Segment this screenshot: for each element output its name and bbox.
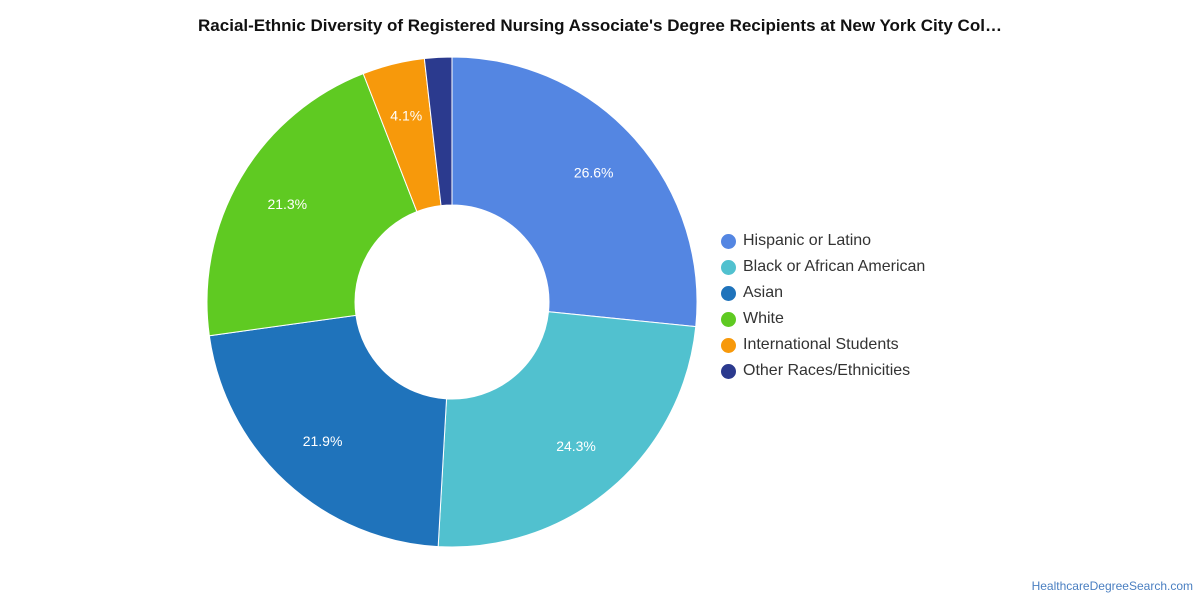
legend-item-white[interactable]: White	[721, 306, 925, 332]
legend-swatch-white	[721, 311, 736, 327]
slice-other-races-ethnicities[interactable]	[423, 56, 453, 207]
legend-item-black-or-african-american[interactable]: Black or African American	[721, 254, 925, 280]
legend-item-hispanic-or-latino[interactable]: Hispanic or Latino	[721, 228, 925, 254]
legend-item-other-races-ethnicities[interactable]: Other Races/Ethnicities	[721, 358, 925, 384]
slice-label-hispanic-or-latino: 26.6%	[574, 165, 614, 181]
legend-item-asian[interactable]: Asian	[721, 280, 925, 306]
slice-black-or-african-american[interactable]	[437, 311, 697, 548]
legend-swatch-black-or-african-american	[721, 259, 736, 275]
slice-hispanic-or-latino[interactable]	[451, 56, 698, 328]
slice-label-black-or-african-american: 24.3%	[556, 438, 596, 454]
legend-label-black-or-african-american: Black or African American	[743, 258, 926, 275]
chart-legend: Hispanic or Latino Black or African Ameri…	[721, 228, 925, 384]
legend-label-international-students: International Students	[743, 336, 899, 353]
slice-label-white: 21.3%	[267, 196, 307, 212]
slice-white[interactable]	[206, 72, 418, 337]
chart-title: Racial-Ethnic Diversity of Registered Nu…	[198, 16, 1002, 35]
legend-swatch-international-students	[721, 337, 736, 353]
slice-asian[interactable]	[208, 314, 448, 548]
legend-label-other-races-ethnicities: Other Races/Ethnicities	[743, 362, 911, 379]
legend-label-asian: Asian	[743, 284, 784, 301]
slice-labels: 26.6% 24.3% 21.9% 21.3% 4.1%	[267, 107, 613, 454]
slice-label-international-students: 4.1%	[390, 107, 422, 123]
legend-swatch-other-races-ethnicities	[721, 363, 736, 379]
source-link[interactable]: HealthcareDegreeSearch.com	[1031, 579, 1193, 593]
legend-swatch-asian	[721, 285, 736, 301]
slice-label-asian: 21.9%	[303, 433, 343, 449]
legend-swatch-hispanic-or-latino	[721, 233, 736, 249]
legend-label-white: White	[743, 310, 784, 327]
legend-label-hispanic-or-latino: Hispanic or Latino	[743, 232, 872, 249]
slices	[206, 56, 698, 548]
legend-item-international-students[interactable]: International Students	[721, 332, 925, 358]
